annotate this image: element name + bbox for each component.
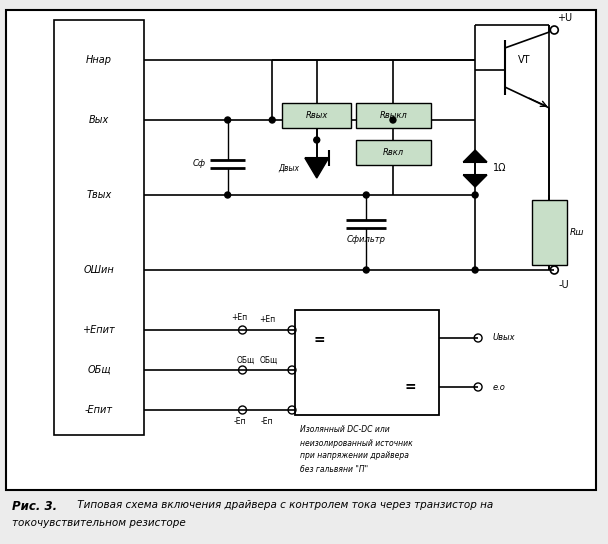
Circle shape [269, 117, 275, 123]
Bar [6, 10, 596, 490]
Text: =: = [314, 333, 325, 347]
Text: Вых: Вых [89, 115, 109, 125]
Text: -Eп: -Eп [261, 417, 274, 426]
Text: ОБщ: ОБщ [87, 365, 111, 375]
Text: -U: -U [559, 280, 570, 290]
Circle shape [363, 192, 369, 198]
Text: токочувствительном резисторе: токочувствительном резисторе [12, 518, 185, 528]
Text: Cфильтр: Cфильтр [347, 236, 385, 244]
Circle shape [472, 267, 478, 273]
Circle shape [472, 192, 478, 198]
Circle shape [314, 137, 320, 143]
Text: Cф: Cф [193, 159, 206, 169]
Bar [531, 200, 567, 265]
Text: е.о: е.о [493, 382, 506, 392]
Text: ОБщ: ОБщ [260, 355, 278, 364]
Text: =: = [405, 380, 416, 394]
Bar [55, 20, 143, 435]
Bar [295, 310, 438, 415]
Text: Uвых: Uвых [493, 333, 516, 343]
Text: Рис. 3.: Рис. 3. [12, 500, 57, 513]
Circle shape [363, 267, 369, 273]
Text: неизолированный источник: неизолированный источник [300, 438, 413, 448]
Bar [356, 103, 430, 128]
Text: +U: +U [557, 13, 572, 23]
Text: Rвыкл: Rвыкл [379, 111, 407, 120]
Polygon shape [463, 175, 487, 187]
Bar [282, 103, 351, 128]
Text: Двых: Двых [278, 164, 299, 172]
Circle shape [225, 117, 230, 123]
Text: Изолянный DC-DC или: Изолянный DC-DC или [300, 425, 390, 435]
Text: Rвых: Rвых [306, 111, 328, 120]
Text: +Eп: +Eп [232, 313, 247, 323]
Text: при напряжении драйвера: при напряжении драйвера [300, 452, 409, 461]
Text: VT: VT [519, 55, 531, 65]
Text: Rвкл: Rвкл [383, 148, 404, 157]
Text: 1Ω: 1Ω [493, 163, 506, 173]
Text: Rш: Rш [570, 228, 585, 237]
Text: +Eп: +Eп [259, 316, 275, 325]
Text: +Епит: +Епит [83, 325, 116, 335]
Text: ОШин: ОШин [84, 265, 114, 275]
Text: -Епит: -Епит [85, 405, 113, 415]
Text: Твых: Твых [86, 190, 112, 200]
Text: -Eп: -Eп [233, 417, 246, 426]
Text: Ннар: Ннар [86, 55, 112, 65]
Polygon shape [463, 150, 487, 162]
Bar [356, 140, 430, 165]
Circle shape [390, 117, 396, 123]
Text: без гальвяни "П": без гальвяни "П" [300, 465, 368, 473]
Circle shape [225, 192, 230, 198]
Text: ОБщ: ОБщ [237, 355, 255, 364]
Polygon shape [305, 158, 329, 178]
Text: Типовая схема включения драйвера с контролем тока через транзистор на: Типовая схема включения драйвера с контр… [74, 500, 494, 510]
